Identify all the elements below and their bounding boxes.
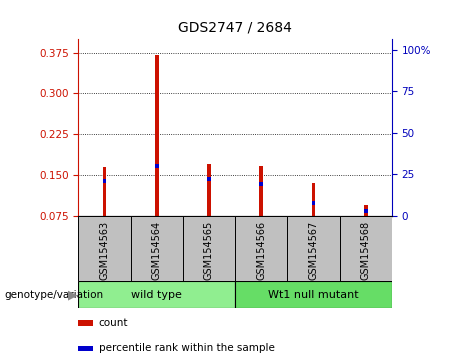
Bar: [78, 281, 235, 308]
Bar: [78, 320, 93, 326]
Bar: [78, 216, 130, 281]
Bar: [312, 183, 315, 216]
Text: Wt1 null mutant: Wt1 null mutant: [268, 290, 359, 300]
Text: GSM154566: GSM154566: [256, 221, 266, 280]
Bar: [207, 164, 211, 216]
Bar: [340, 216, 392, 281]
Bar: [312, 201, 315, 205]
Bar: [364, 205, 367, 216]
Bar: [155, 55, 159, 216]
Text: percentile rank within the sample: percentile rank within the sample: [99, 343, 275, 353]
Bar: [78, 346, 93, 351]
Text: GSM154565: GSM154565: [204, 221, 214, 280]
Text: GSM154563: GSM154563: [100, 221, 110, 280]
Bar: [235, 216, 287, 281]
Bar: [130, 216, 183, 281]
Text: GSM154564: GSM154564: [152, 221, 162, 280]
Bar: [364, 210, 367, 213]
Text: GSM154567: GSM154567: [308, 221, 319, 280]
Text: wild type: wild type: [131, 290, 182, 300]
Text: genotype/variation: genotype/variation: [5, 290, 104, 300]
Bar: [183, 216, 235, 281]
Bar: [260, 182, 263, 186]
Bar: [235, 281, 392, 308]
Bar: [260, 166, 263, 216]
Text: ▶: ▶: [68, 288, 78, 301]
Bar: [103, 167, 106, 216]
Bar: [155, 164, 159, 168]
Bar: [287, 216, 340, 281]
Text: count: count: [99, 318, 128, 328]
Title: GDS2747 / 2684: GDS2747 / 2684: [178, 21, 292, 35]
Bar: [207, 177, 211, 181]
Bar: [103, 179, 106, 183]
Text: GSM154568: GSM154568: [361, 221, 371, 280]
